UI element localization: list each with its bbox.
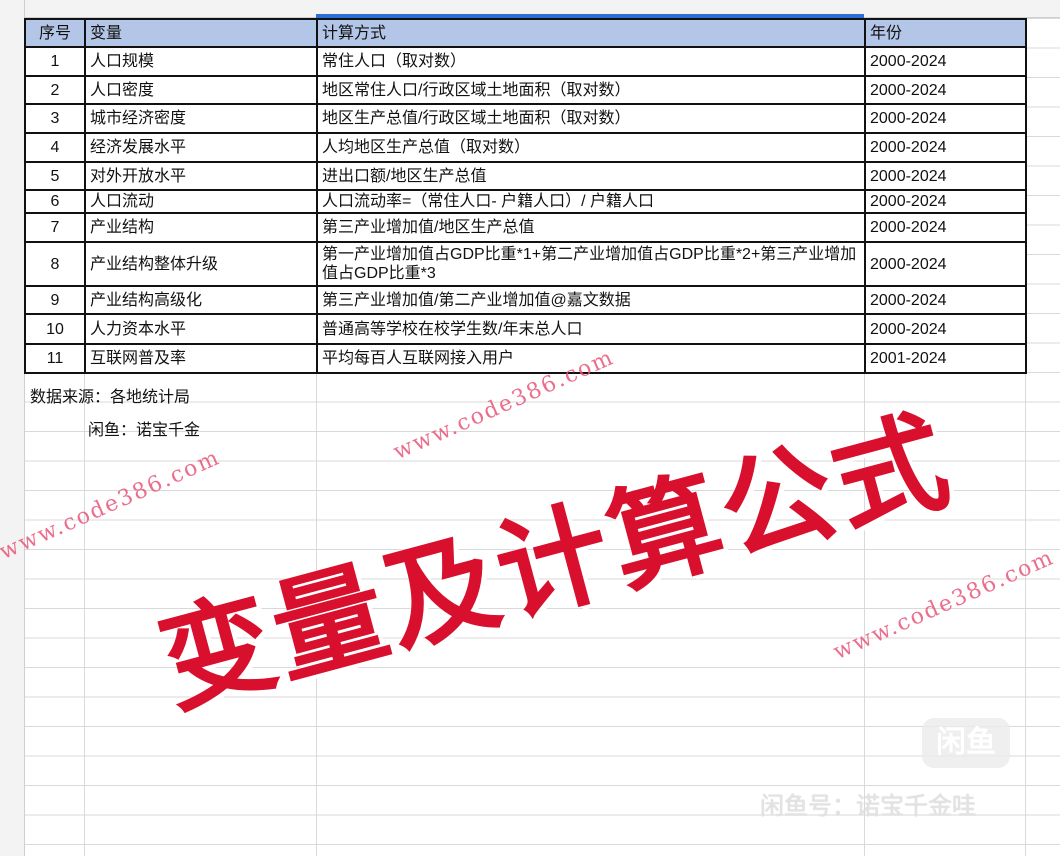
- formula-cell[interactable]: 人均地区生产总值（取对数）: [316, 132, 866, 163]
- formula-cell[interactable]: 第三产业增加值/第二产业增加值@嘉文数据: [316, 285, 866, 315]
- table-row: 6 人口流动 人口流动率=（常住人口- 户籍人口）/ 户籍人口 2000-2024: [24, 189, 1027, 214]
- year-cell[interactable]: 2000-2024: [864, 212, 1027, 243]
- header-cell[interactable]: 变量: [84, 18, 318, 48]
- index-cell[interactable]: 1: [24, 46, 86, 77]
- header-cell[interactable]: 序号: [24, 18, 86, 48]
- variable-cell[interactable]: 产业结构高级化: [84, 285, 318, 315]
- xianyu-id-watermark: 闲鱼号：诺宝千金哇: [760, 793, 976, 820]
- year-cell[interactable]: 2000-2024: [864, 46, 1027, 77]
- variable-cell[interactable]: 经济发展水平: [84, 132, 318, 163]
- index-cell[interactable]: 10: [24, 313, 86, 345]
- year-cell[interactable]: 2000-2024: [864, 241, 1027, 287]
- variable-cell[interactable]: 对外开放水平: [84, 161, 318, 191]
- index-cell[interactable]: 6: [24, 189, 86, 214]
- xianyu-note[interactable]: 闲鱼：诺宝千金: [88, 422, 201, 439]
- index-cell[interactable]: 9: [24, 285, 86, 315]
- index-cell[interactable]: 2: [24, 75, 86, 105]
- variable-cell[interactable]: 互联网普及率: [84, 343, 318, 374]
- year-cell[interactable]: 2000-2024: [864, 313, 1027, 345]
- index-cell[interactable]: 11: [24, 343, 86, 374]
- table-row: 8 产业结构整体升级 第一产业增加值占GDP比重*1+第二产业增加值占GDP比重*2…: [24, 241, 1027, 287]
- year-cell[interactable]: 2000-2024: [864, 132, 1027, 163]
- index-cell[interactable]: 5: [24, 161, 86, 191]
- row-header-bar[interactable]: [0, 0, 25, 856]
- grid-line: [84, 0, 85, 856]
- selected-column-indicator: [316, 14, 864, 18]
- formula-cell[interactable]: 地区生产总值/行政区域土地面积（取对数）: [316, 103, 866, 134]
- index-cell[interactable]: 3: [24, 103, 86, 134]
- variable-cell[interactable]: 产业结构整体升级: [84, 241, 318, 287]
- year-cell[interactable]: 2000-2024: [864, 189, 1027, 214]
- grid-line: [1025, 0, 1026, 856]
- variable-cell[interactable]: 人口流动: [84, 189, 318, 214]
- year-cell[interactable]: 2000-2024: [864, 161, 1027, 191]
- table-row: 4 经济发展水平 人均地区生产总值（取对数） 2000-2024: [24, 132, 1027, 163]
- table-row: 5 对外开放水平 进出口额/地区生产总值 2000-2024: [24, 161, 1027, 191]
- variable-cell[interactable]: 人力资本水平: [84, 313, 318, 345]
- table-row: 11 互联网普及率 平均每百人互联网接入用户 2001-2024: [24, 343, 1027, 374]
- year-cell[interactable]: 2000-2024: [864, 75, 1027, 105]
- formula-cell[interactable]: 普通高等学校在校学生数/年末总人口: [316, 313, 866, 345]
- variables-table: 序号 变量 计算方式 年份 1 人口规模 常住人口（取对数） 2000-2024 2 人口…: [24, 18, 1027, 374]
- table-row: 3 城市经济密度 地区生产总值/行政区域土地面积（取对数） 2000-2024: [24, 103, 1027, 134]
- formula-cell[interactable]: 地区常住人口/行政区域土地面积（取对数）: [316, 75, 866, 105]
- formula-cell[interactable]: 第三产业增加值/地区生产总值: [316, 212, 866, 243]
- index-cell[interactable]: 8: [24, 241, 86, 287]
- grid-line: [864, 0, 865, 856]
- grid-line: [316, 0, 317, 856]
- index-cell[interactable]: 7: [24, 212, 86, 243]
- formula-cell[interactable]: 平均每百人互联网接入用户: [316, 343, 866, 374]
- formula-cell[interactable]: 进出口额/地区生产总值: [316, 161, 866, 191]
- table-row: 10 人力资本水平 普通高等学校在校学生数/年末总人口 2000-2024: [24, 313, 1027, 345]
- table-row: 7 产业结构 第三产业增加值/地区生产总值 2000-2024: [24, 212, 1027, 243]
- year-cell[interactable]: 2001-2024: [864, 343, 1027, 374]
- table-row: 2 人口密度 地区常住人口/行政区域土地面积（取对数） 2000-2024: [24, 75, 1027, 105]
- header-cell[interactable]: 计算方式: [316, 18, 866, 48]
- variable-cell[interactable]: 产业结构: [84, 212, 318, 243]
- year-cell[interactable]: 2000-2024: [864, 103, 1027, 134]
- year-cell[interactable]: 2000-2024: [864, 285, 1027, 315]
- header-cell[interactable]: 年份: [864, 18, 1027, 48]
- variable-cell[interactable]: 人口规模: [84, 46, 318, 77]
- table-row: 1 人口规模 常住人口（取对数） 2000-2024: [24, 46, 1027, 77]
- formula-cell[interactable]: 第一产业增加值占GDP比重*1+第二产业增加值占GDP比重*2+第三产业增加值占…: [316, 241, 866, 287]
- variable-cell[interactable]: 人口密度: [84, 75, 318, 105]
- index-cell[interactable]: 4: [24, 132, 86, 163]
- formula-cell[interactable]: 人口流动率=（常住人口- 户籍人口）/ 户籍人口: [316, 189, 866, 214]
- variable-cell[interactable]: 城市经济密度: [84, 103, 318, 134]
- data-source-note[interactable]: 数据来源：各地统计局: [30, 389, 191, 406]
- table-row: 9 产业结构高级化 第三产业增加值/第二产业增加值@嘉文数据 2000-2024: [24, 285, 1027, 315]
- formula-cell[interactable]: 常住人口（取对数）: [316, 46, 866, 77]
- table-header-row: 序号 变量 计算方式 年份: [24, 18, 1027, 48]
- xianyu-logo-icon: 闲鱼: [922, 718, 1010, 768]
